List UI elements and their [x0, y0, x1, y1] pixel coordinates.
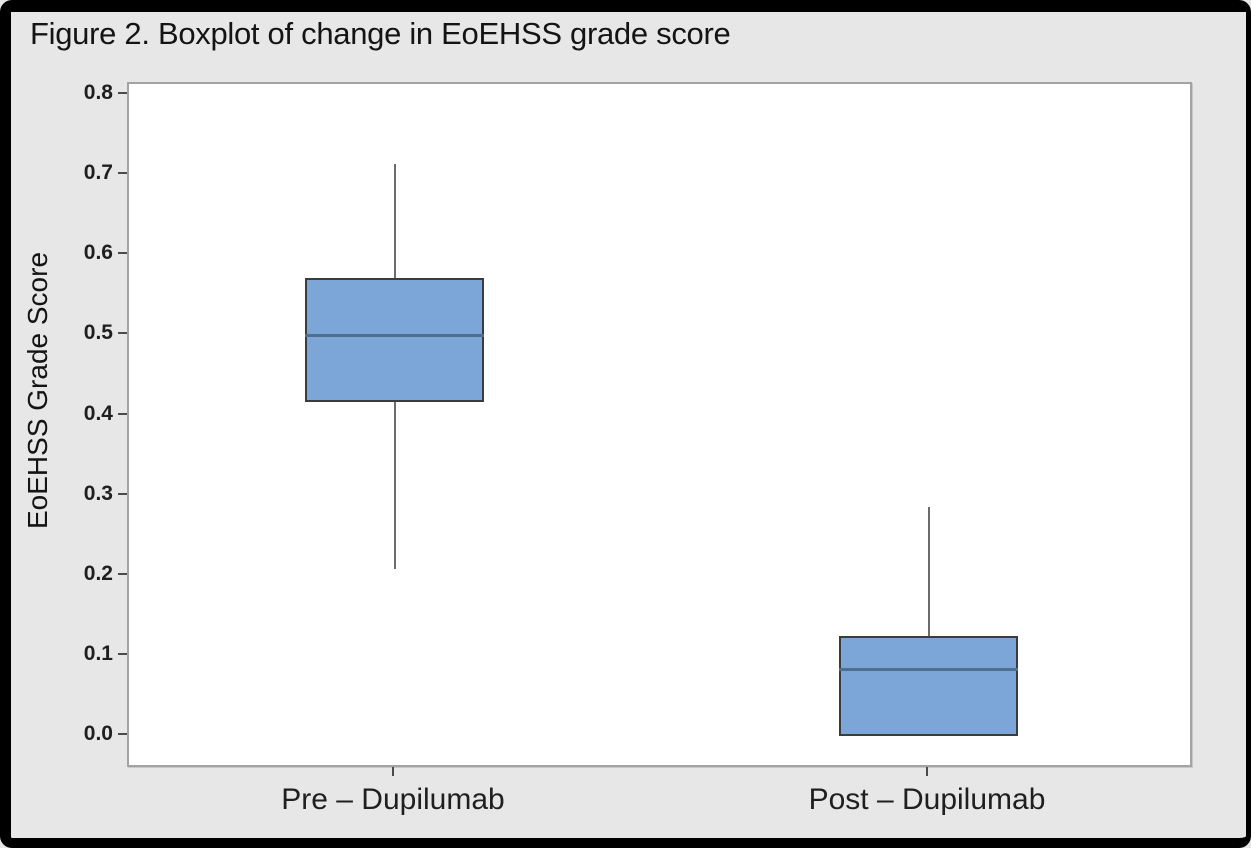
lower-whisker — [394, 401, 396, 570]
y-tick-label: 0.1 — [83, 641, 113, 665]
y-tick-mark — [118, 92, 127, 94]
box-iqr — [305, 278, 484, 402]
plot-area — [127, 82, 1192, 767]
y-tick-label: 0.0 — [83, 722, 113, 745]
y-tick-label: 0.3 — [83, 481, 113, 505]
y-tick-label: 0.6 — [83, 241, 113, 265]
y-tick-mark — [118, 572, 127, 575]
median-line — [839, 668, 1018, 672]
x-tick-mark — [392, 767, 394, 776]
median-line — [305, 334, 484, 338]
box-iqr — [839, 635, 1018, 736]
y-tick-label: 0.5 — [83, 321, 113, 345]
y-tick-mark — [118, 492, 127, 495]
y-tick-mark — [118, 252, 127, 255]
y-tick-label: 0.8 — [83, 81, 113, 104]
x-tick-mark — [926, 767, 928, 776]
figure-title: Figure 2. Boxplot of change in EoEHSS gr… — [30, 16, 731, 51]
y-tick-label: 0.2 — [83, 561, 113, 585]
y-tick-mark — [118, 652, 127, 655]
y-tick-mark — [118, 172, 127, 175]
upper-whisker — [928, 506, 930, 636]
y-tick-mark — [118, 412, 127, 415]
y-tick-label: 0.7 — [83, 161, 113, 185]
y-tick-mark — [118, 733, 127, 735]
x-category-label: Post – Dupilumab — [808, 783, 1046, 816]
upper-whisker — [394, 163, 396, 279]
y-tick-mark — [118, 332, 127, 335]
y-tick-label: 0.4 — [83, 401, 113, 425]
x-category-label: Pre – Dupilumab — [281, 783, 505, 816]
